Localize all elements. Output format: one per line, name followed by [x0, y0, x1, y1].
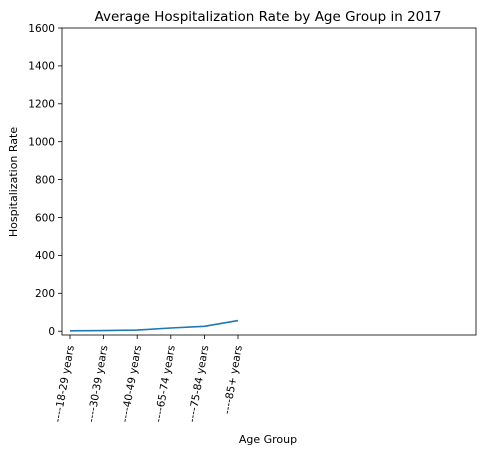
y-tick-label: 600 [35, 212, 55, 224]
plot-area [61, 27, 477, 336]
y-tick-label: 1600 [28, 23, 55, 35]
y-axis: 0 200 400 600 800 1000 1200 1400 1600 [28, 23, 62, 338]
y-tick-label: 0 [48, 326, 55, 338]
y-tick-label: 200 [35, 288, 55, 300]
y-tick-label: 400 [35, 250, 55, 262]
x-tick-label: ----40-49 years [119, 344, 144, 423]
chart-title: Average Hospitalization Rate by Age Grou… [95, 9, 442, 25]
x-tick-label: ----85+ years [221, 344, 245, 415]
x-axis-label: Age Group [239, 433, 297, 446]
x-axis: ----18-29 years ----30-39 years ----40-49 … [52, 335, 245, 423]
y-axis-label: Hospitalization Rate [7, 127, 20, 237]
x-tick-label: ----30-39 years [85, 344, 110, 423]
y-tick-label: 1400 [28, 61, 55, 73]
y-tick-label: 800 [35, 174, 55, 186]
series-line [69, 319, 239, 332]
x-tick-label: ----65-74 years [152, 344, 177, 423]
plot-frame [61, 27, 477, 336]
x-tick-label: ----18-29 years [52, 344, 77, 423]
y-tick-label: 1200 [28, 99, 55, 111]
y-tick-label: 1000 [28, 137, 55, 149]
x-tick-label: ----75-84 years [186, 344, 211, 423]
